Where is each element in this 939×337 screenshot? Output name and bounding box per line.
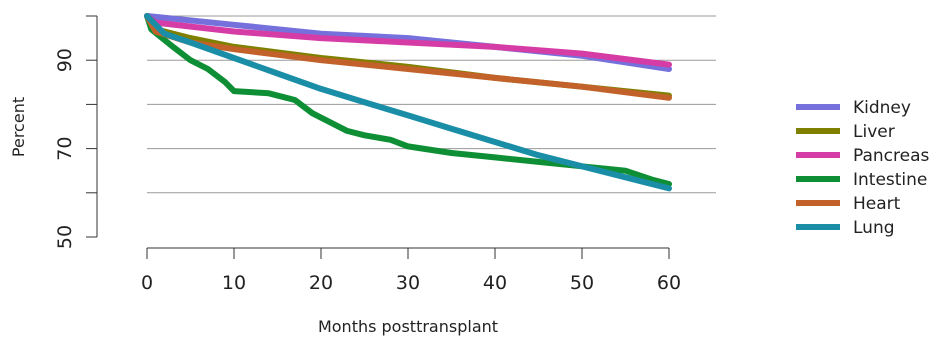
series-lines [144,13,672,192]
x-tick-label-10: 10 [222,272,246,294]
legend-label-heart: Heart [853,194,901,214]
x-tick-label-20: 20 [309,272,333,294]
legend-label-intestine: Intestine [853,170,927,190]
y-axis-title: Percent [9,97,28,157]
axes: 50 70 90 0 10 20 30 40 50 60 [54,15,681,294]
y-tick-label-90: 90 [54,48,76,72]
legend-label-kidney: Kidney [853,98,911,118]
legend: Kidney Liver Pancreas Intestine Heart Lung [796,98,930,238]
y-tick-label-50: 50 [54,225,76,249]
series-line-intestine [144,13,672,187]
x-tick-label-40: 40 [483,272,507,294]
x-tick-label-60: 60 [657,272,681,294]
legend-label-liver: Liver [853,122,895,142]
x-tick-label-0: 0 [141,272,153,294]
x-tick-label-50: 50 [570,272,594,294]
legend-label-pancreas: Pancreas [853,146,930,166]
legend-label-lung: Lung [853,218,895,238]
y-tick-label-70: 70 [54,137,76,161]
series-line-pancreas [144,13,672,68]
x-axis-title: Months posttransplant [318,317,498,336]
series-line-lung [144,13,672,192]
x-tick-label-30: 30 [396,272,420,294]
